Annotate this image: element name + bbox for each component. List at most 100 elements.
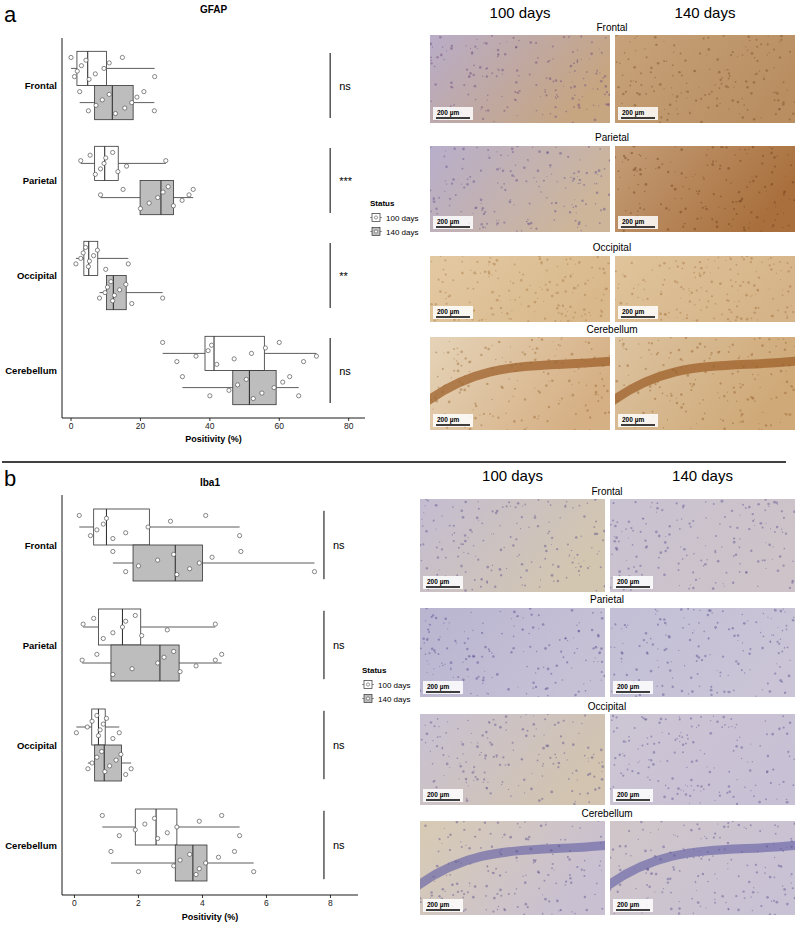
cell-speckle bbox=[470, 48, 471, 49]
data-point bbox=[104, 516, 108, 520]
cell-speckle bbox=[473, 74, 475, 76]
cell-speckle bbox=[494, 586, 496, 588]
cell-speckle bbox=[774, 202, 776, 204]
cell-speckle bbox=[768, 36, 769, 37]
cell-speckle bbox=[574, 199, 575, 200]
cell-speckle bbox=[695, 100, 697, 102]
cell-speckle bbox=[789, 198, 790, 199]
data-point bbox=[232, 357, 236, 361]
cell-speckle bbox=[548, 381, 549, 382]
cell-speckle bbox=[510, 536, 512, 538]
cell-speckle bbox=[469, 72, 472, 75]
cell-speckle bbox=[448, 401, 451, 404]
cell-speckle bbox=[672, 75, 674, 77]
cell-speckle bbox=[442, 368, 444, 370]
cell-speckle bbox=[444, 59, 445, 60]
cell-speckle bbox=[584, 84, 586, 86]
cell-speckle bbox=[728, 223, 730, 225]
cell-speckle bbox=[638, 93, 641, 96]
data-point bbox=[118, 288, 122, 292]
cell-speckle bbox=[425, 530, 428, 533]
cell-speckle bbox=[783, 339, 784, 340]
cell-speckle bbox=[635, 570, 638, 573]
cell-speckle bbox=[464, 357, 466, 359]
cell-speckle bbox=[643, 518, 645, 520]
cell-speckle bbox=[713, 317, 715, 319]
cell-speckle bbox=[577, 223, 580, 226]
cell-speckle bbox=[662, 364, 664, 366]
cell-speckle bbox=[562, 305, 564, 307]
cell-speckle bbox=[432, 197, 435, 200]
cell-speckle bbox=[676, 520, 677, 521]
cell-speckle bbox=[666, 395, 667, 396]
cell-speckle bbox=[476, 261, 478, 263]
cell-speckle bbox=[514, 263, 516, 265]
cell-speckle bbox=[599, 268, 601, 270]
data-point bbox=[161, 296, 165, 300]
cell-speckle bbox=[532, 147, 533, 148]
cell-speckle bbox=[551, 174, 552, 175]
cell-speckle bbox=[526, 427, 527, 428]
cell-speckle bbox=[462, 147, 465, 150]
cell-speckle bbox=[767, 43, 769, 45]
cell-speckle bbox=[556, 349, 557, 350]
scale-bar bbox=[436, 226, 470, 228]
cell-speckle bbox=[535, 84, 537, 86]
cell-speckle bbox=[586, 385, 588, 387]
cell-speckle bbox=[474, 85, 477, 88]
cell-speckle bbox=[758, 276, 760, 278]
cell-speckle bbox=[571, 353, 574, 356]
cell-speckle bbox=[534, 301, 537, 304]
cell-speckle bbox=[784, 311, 786, 313]
cell-speckle bbox=[666, 61, 667, 62]
cell-speckle bbox=[739, 356, 740, 357]
cell-speckle bbox=[449, 294, 451, 296]
tick-label: 80 bbox=[344, 421, 354, 431]
scale-bar-patch bbox=[618, 107, 658, 120]
axis-line bbox=[62, 418, 365, 419]
micrograph-ground bbox=[610, 499, 795, 592]
cell-speckle bbox=[777, 155, 778, 156]
median-line bbox=[88, 241, 89, 275]
category-label: Cerebellum bbox=[5, 840, 57, 851]
cell-speckle bbox=[578, 170, 580, 172]
cell-speckle bbox=[506, 312, 509, 315]
data-point bbox=[130, 301, 134, 305]
cell-speckle bbox=[639, 203, 640, 204]
cell-speckle bbox=[683, 288, 685, 290]
category-label: Cerebellum bbox=[5, 365, 57, 376]
cell-speckle bbox=[659, 371, 660, 372]
data-point bbox=[102, 66, 106, 70]
cell-speckle bbox=[617, 86, 619, 88]
cell-speckle bbox=[587, 279, 589, 281]
cell-speckle bbox=[618, 283, 619, 284]
cell-speckle bbox=[594, 499, 597, 501]
cell-speckle bbox=[481, 223, 483, 225]
cell-speckle bbox=[615, 380, 618, 383]
cell-speckle bbox=[604, 93, 606, 95]
cell-speckle bbox=[528, 223, 530, 225]
cell-speckle bbox=[715, 160, 716, 161]
cell-speckle bbox=[625, 91, 627, 93]
data-point bbox=[95, 528, 99, 532]
cell-speckle bbox=[664, 279, 666, 281]
cell-speckle bbox=[619, 177, 620, 178]
cell-speckle bbox=[555, 96, 556, 97]
cell-speckle bbox=[508, 318, 510, 320]
cell-speckle bbox=[497, 417, 499, 419]
cell-speckle bbox=[518, 554, 520, 556]
cell-speckle bbox=[574, 429, 576, 430]
cell-speckle bbox=[435, 393, 437, 395]
cell-speckle bbox=[684, 223, 686, 225]
cell-speckle bbox=[732, 344, 734, 346]
cell-speckle bbox=[480, 198, 483, 201]
cell-speckle bbox=[520, 363, 522, 365]
cell-speckle bbox=[783, 517, 785, 519]
cell-speckle bbox=[706, 154, 707, 155]
cell-speckle bbox=[438, 279, 440, 281]
cell-speckle bbox=[583, 560, 584, 561]
cell-speckle bbox=[527, 159, 529, 161]
cell-speckle bbox=[707, 37, 709, 39]
cell-speckle bbox=[450, 105, 452, 107]
cell-speckle bbox=[430, 62, 432, 64]
